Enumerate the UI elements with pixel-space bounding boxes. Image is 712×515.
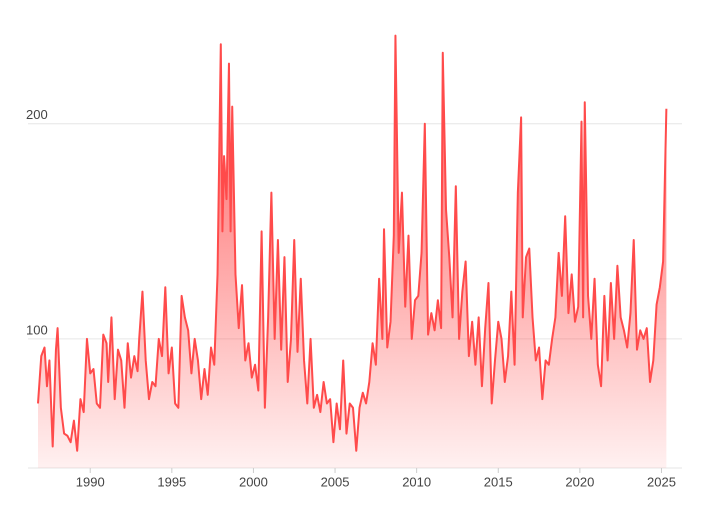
- x-tick-label: 2000: [239, 474, 268, 489]
- x-tick-label: 2020: [565, 474, 594, 489]
- x-tick-label: 1995: [157, 474, 186, 489]
- x-tick-label: 2010: [402, 474, 431, 489]
- area: [38, 35, 667, 468]
- x-tick-label: 2025: [647, 474, 676, 489]
- x-tick-label: 2005: [321, 474, 350, 489]
- line: [37, 34, 668, 452]
- y-tick-label: 100: [26, 322, 48, 337]
- x-tick-label: 2015: [484, 474, 513, 489]
- x-tick-label: 1990: [76, 474, 105, 489]
- y-tick-label: 200: [26, 107, 48, 122]
